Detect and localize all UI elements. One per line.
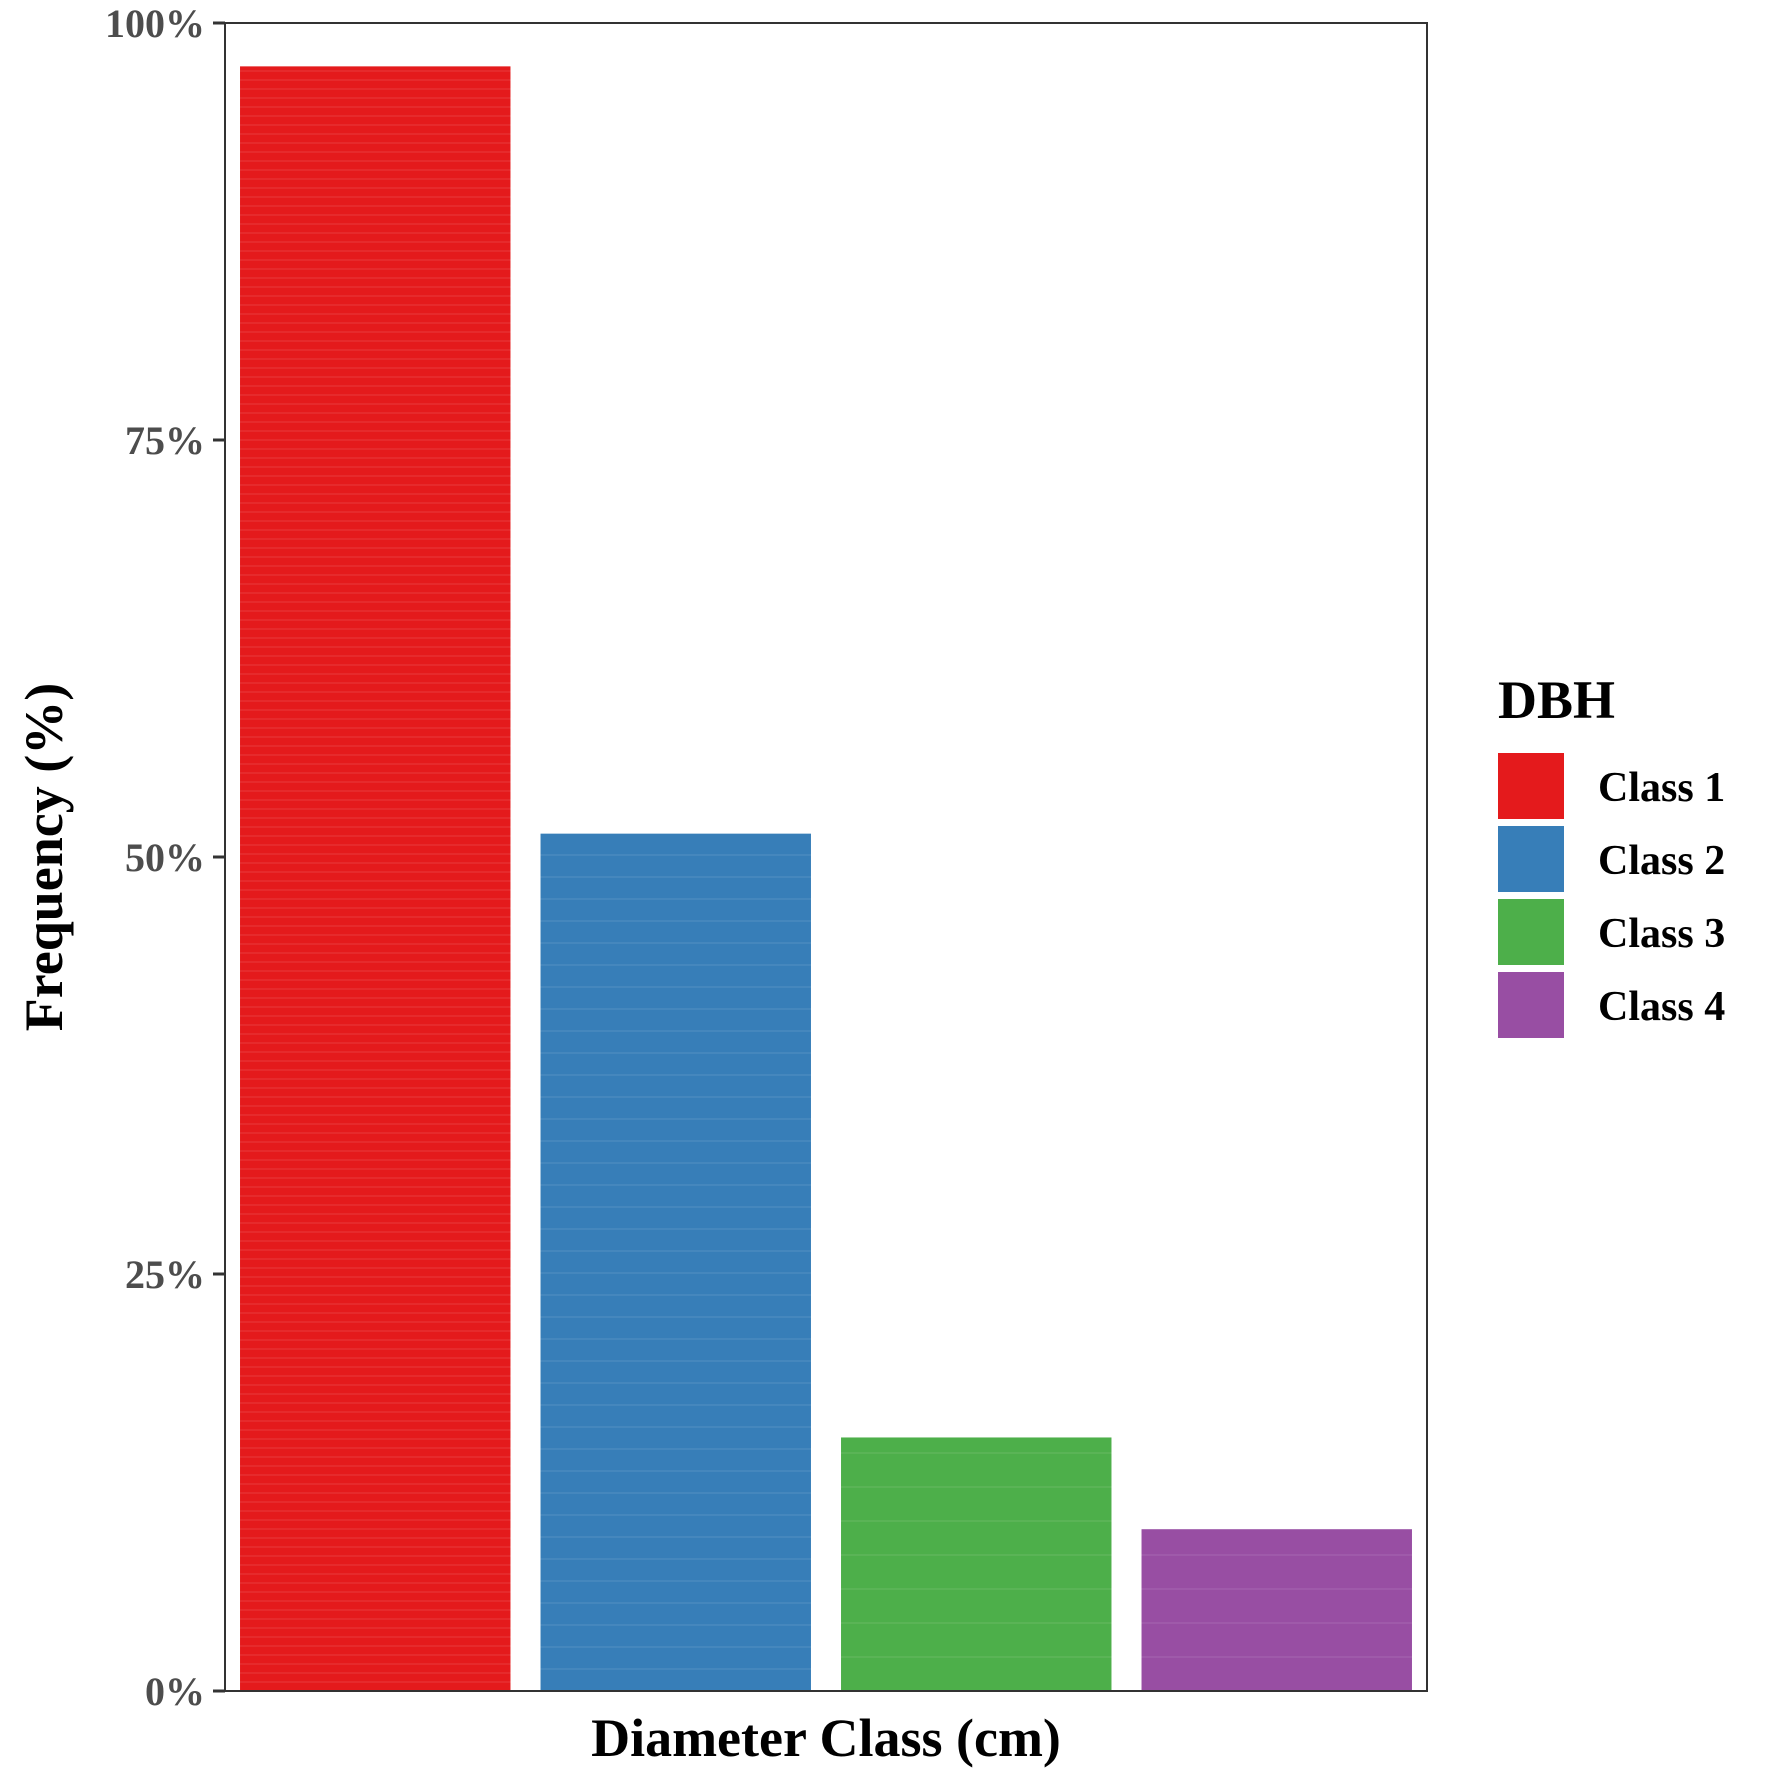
y-axis-title: Frequency (%) — [14, 683, 74, 1031]
y-tick-label: 0% — [145, 1669, 205, 1714]
legend-label: Class 1 — [1598, 765, 1725, 811]
legend-label: Class 2 — [1598, 838, 1725, 884]
legend: DBH Class 1 Class 2 Class 3 Class 4 — [1498, 670, 1725, 1038]
y-tick-label: 75% — [125, 418, 205, 463]
legend-label: Class 3 — [1598, 911, 1725, 957]
y-tick-label: 100% — [105, 1, 205, 46]
bar-class-1 — [240, 66, 511, 1691]
bar-class-2 — [540, 833, 811, 1691]
legend-swatch — [1498, 826, 1564, 892]
bars-layer — [240, 66, 1412, 1691]
bar-class-4 — [1141, 1529, 1412, 1691]
legend-swatch — [1498, 972, 1564, 1038]
bar-class-2-fill — [540, 833, 811, 1691]
bar-class-3 — [841, 1437, 1112, 1691]
y-tick-label: 50% — [125, 835, 205, 880]
legend-label: Class 4 — [1598, 984, 1725, 1030]
x-axis-title: Diameter Class (cm) — [591, 1708, 1061, 1768]
legend-swatch — [1498, 899, 1564, 965]
legend-item-class-1: Class 1 — [1498, 753, 1725, 819]
legend-title: DBH — [1498, 670, 1615, 730]
bar-class-4-fill — [1141, 1529, 1412, 1691]
bar-class-1-fill — [240, 66, 511, 1691]
legend-item-class-4: Class 4 — [1498, 972, 1725, 1038]
legend-items: Class 1 Class 2 Class 3 Class 4 — [1498, 753, 1725, 1038]
y-tick-label: 25% — [125, 1252, 205, 1297]
legend-item-class-3: Class 3 — [1498, 899, 1725, 965]
y-axis: 0% 25% 50% 75% 100% — [105, 1, 226, 1714]
legend-item-class-2: Class 2 — [1498, 826, 1725, 892]
bar-class-3-fill — [841, 1437, 1112, 1691]
legend-swatch — [1498, 753, 1564, 819]
